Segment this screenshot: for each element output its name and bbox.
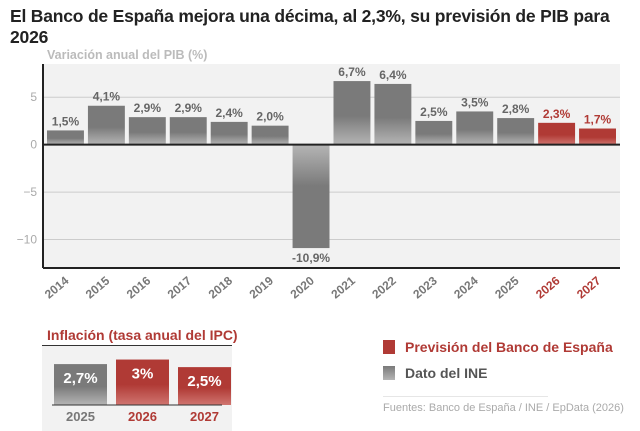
y-tick-label: 0 bbox=[30, 138, 37, 152]
data-label: 2,3% bbox=[543, 107, 571, 121]
data-label: 1,5% bbox=[52, 114, 80, 128]
inflation-year: 2027 bbox=[190, 409, 219, 424]
x-tick-label: 2014 bbox=[42, 273, 72, 301]
legend-item-ine: Dato del INE bbox=[383, 365, 613, 381]
data-label: 2,0% bbox=[256, 110, 284, 124]
y-tick-label: −5 bbox=[23, 185, 37, 199]
legend: Previsión del Banco de España Dato del I… bbox=[383, 339, 613, 391]
x-tick-label: 2018 bbox=[206, 273, 236, 301]
legend-item-forecast: Previsión del Banco de España bbox=[383, 339, 613, 355]
bar-2014 bbox=[47, 130, 84, 145]
x-tick-label: 2016 bbox=[124, 273, 154, 301]
bar-2024 bbox=[456, 111, 494, 145]
x-tick-label: 2027 bbox=[574, 273, 604, 301]
bar-2015 bbox=[87, 105, 125, 145]
data-label: 2,5% bbox=[420, 105, 448, 119]
bar-2017 bbox=[169, 117, 207, 145]
x-tick-label: 2020 bbox=[288, 273, 318, 301]
data-label: 2,9% bbox=[175, 101, 203, 115]
inflation-bar-2025 bbox=[54, 364, 107, 405]
y-tick-label: −10 bbox=[17, 233, 38, 247]
inset-title: Inflación (tasa anual del IPC) bbox=[47, 327, 238, 343]
data-label: 6,4% bbox=[379, 68, 407, 82]
x-tick-label: 2025 bbox=[492, 273, 522, 301]
data-label: 6,7% bbox=[338, 65, 366, 79]
data-label: 1,7% bbox=[584, 113, 612, 127]
inflation-label: 2,7% bbox=[63, 370, 97, 387]
x-tick-label: 2015 bbox=[83, 273, 113, 301]
x-tick-label: 2017 bbox=[165, 273, 195, 301]
divider bbox=[383, 396, 548, 397]
x-tick-label: 2026 bbox=[533, 273, 563, 301]
x-tick-label: 2019 bbox=[247, 273, 277, 301]
legend-label: Dato del INE bbox=[405, 365, 488, 381]
x-tick-label: 2024 bbox=[451, 273, 481, 301]
data-label: 2,8% bbox=[502, 102, 530, 116]
bar-2021 bbox=[333, 81, 371, 145]
bar-2019 bbox=[251, 125, 289, 145]
bar-2020 bbox=[292, 144, 330, 249]
ine-swatch bbox=[383, 366, 395, 380]
data-label: 2,4% bbox=[215, 106, 243, 120]
data-label: 4,1% bbox=[93, 90, 121, 104]
bar-2016 bbox=[128, 117, 166, 145]
plot-area bbox=[43, 64, 620, 268]
inflation-label: 2,5% bbox=[187, 373, 221, 390]
inflation-year: 2026 bbox=[128, 409, 157, 424]
gdp-subtitle: Variación anual del PIB (%) bbox=[47, 48, 207, 62]
legend-label: Previsión del Banco de España bbox=[405, 339, 613, 355]
chart-title: El Banco de España mejora una décima, al… bbox=[10, 6, 610, 47]
forecast-swatch bbox=[383, 340, 395, 354]
y-tick-label: 5 bbox=[30, 90, 37, 104]
bar-2023 bbox=[415, 120, 453, 145]
inflation-label: 3% bbox=[132, 366, 154, 383]
bar-2018 bbox=[210, 121, 248, 145]
inflation-bar-2026 bbox=[116, 359, 169, 405]
bar-2026 bbox=[538, 122, 576, 145]
bar-2025 bbox=[497, 118, 535, 145]
bar-2027 bbox=[579, 128, 616, 145]
data-label: -10,9% bbox=[292, 251, 330, 265]
inflation-bar-2027 bbox=[178, 367, 231, 405]
x-tick-label: 2022 bbox=[369, 273, 399, 301]
bar-2022 bbox=[374, 83, 412, 145]
data-label: 3,5% bbox=[461, 95, 489, 109]
x-tick-label: 2021 bbox=[328, 273, 358, 301]
source-note: Fuentes: Banco de España / INE / EpData … bbox=[383, 402, 624, 414]
x-tick-label: 2023 bbox=[410, 273, 440, 301]
data-label: 2,9% bbox=[134, 101, 162, 115]
inflation-year: 2025 bbox=[66, 409, 95, 424]
